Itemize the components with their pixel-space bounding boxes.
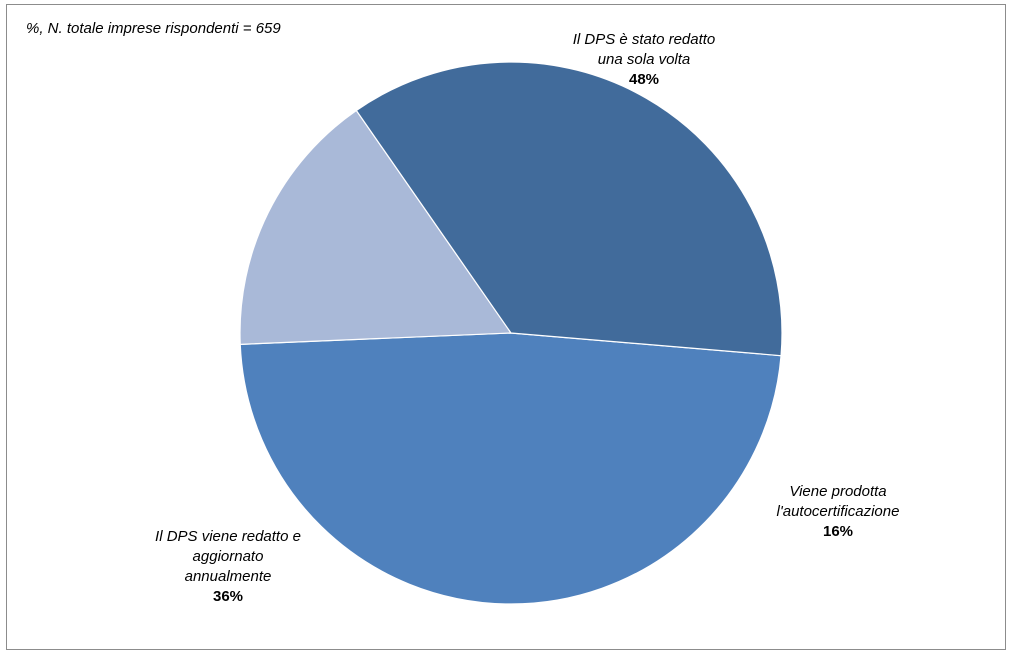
slice-label-once-line-1: Il DPS è stato redatto	[573, 31, 716, 48]
pie-slices	[239, 61, 783, 605]
slice-label-once-line-2: una sola volta	[598, 51, 691, 68]
slice-value-label-selfcert: 16%	[823, 523, 853, 540]
slice-label-selfcert-line-2: l'autocertificazione	[777, 503, 900, 520]
pie-slice-once	[239, 332, 782, 605]
slice-label-annual-line-1: Il DPS viene redatto e	[155, 528, 301, 545]
slice-label-annual-line-3: annualmente	[185, 568, 272, 585]
pie-slice-selfcert	[239, 109, 513, 345]
slice-label-annual-line-2: aggiornato	[193, 548, 264, 565]
slice-value-label-annual: 36%	[213, 588, 243, 605]
slice-value-label-once: 48%	[629, 71, 659, 88]
pie-slice-annual	[355, 61, 783, 357]
slice-label-selfcert-line-1: Viene prodotta	[789, 483, 886, 500]
chart-note: %, N. totale imprese rispondenti = 659	[26, 20, 281, 37]
pie-labels: Il DPS è stato redatto una sola volta 48% V…	[155, 31, 899, 605]
